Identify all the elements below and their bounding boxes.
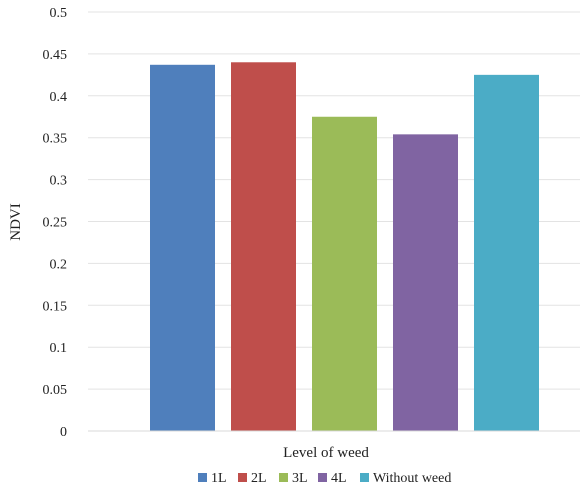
legend-label: Without weed	[373, 471, 451, 486]
y-tick-label: 0.15	[43, 299, 68, 314]
legend-swatch	[318, 473, 327, 482]
legend: 1L 2L 3L 4L Without weed	[198, 471, 451, 486]
y-tick-label: 0.05	[43, 383, 68, 398]
bars	[150, 62, 539, 431]
y-tick-label: 0.4	[50, 90, 68, 105]
y-tick-label: 0.2	[50, 257, 68, 272]
y-tick-label: 0	[60, 425, 67, 440]
bar-4l	[393, 134, 458, 431]
legend-label: 2L	[251, 471, 267, 486]
legend-swatch	[198, 473, 207, 482]
y-tick-label: 0.35	[43, 132, 68, 147]
y-tick-label: 0.45	[43, 48, 68, 63]
bar-2l	[231, 62, 296, 431]
x-axis-title: Level of weed	[283, 445, 369, 461]
y-axis-ticks: 0 0.05 0.1 0.15 0.2 0.25 0.3 0.35 0.4 0.45 0.5	[43, 6, 68, 440]
bar-1l	[150, 64, 215, 431]
bar-without-weed	[474, 74, 539, 431]
y-tick-label: 0.25	[43, 216, 68, 231]
y-axis-title: NDVI	[8, 203, 24, 241]
legend-swatch	[279, 473, 288, 482]
y-tick-label: 0.5	[50, 6, 68, 21]
legend-label: 3L	[292, 471, 308, 486]
legend-swatch	[360, 473, 369, 482]
bar-3l	[312, 116, 377, 431]
legend-swatch	[238, 473, 247, 482]
legend-label: 4L	[331, 471, 347, 486]
y-tick-label: 0.3	[50, 174, 68, 189]
legend-label: 1L	[211, 471, 227, 486]
y-tick-label: 0.1	[50, 341, 68, 356]
